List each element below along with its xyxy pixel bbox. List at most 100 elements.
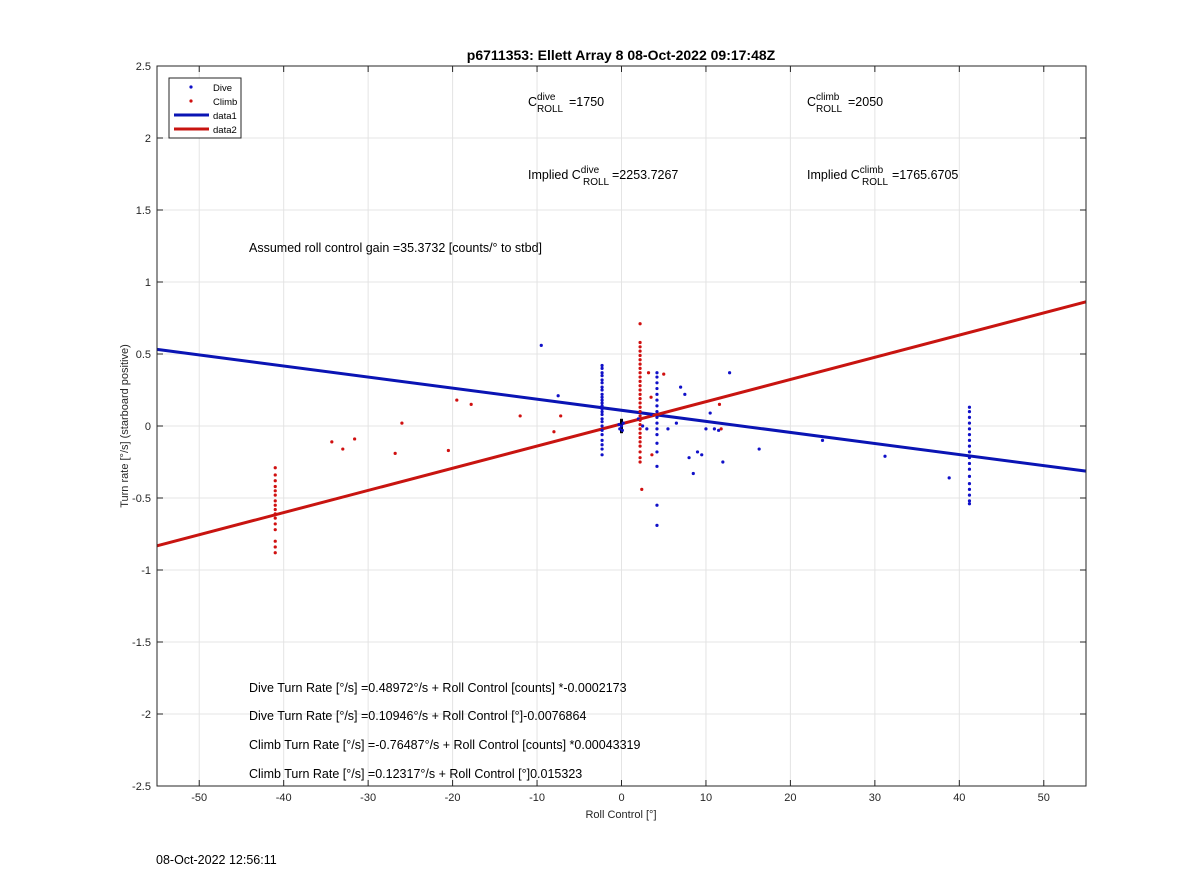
dive-point: [655, 375, 659, 379]
climb-point: [638, 362, 642, 366]
c-dive-value: =1750: [569, 95, 604, 109]
x-tick-label: 10: [700, 792, 712, 804]
fit-dive-degrees: Dive Turn Rate [°/s] =0.10946°/s + Roll …: [249, 709, 586, 723]
dive-point: [600, 433, 604, 437]
climb-point: [638, 384, 642, 388]
dive-point: [600, 363, 604, 368]
c-dive-sup: dive: [537, 92, 556, 103]
y-axis-label: Turn rate [°/s] (starboard positive): [119, 344, 131, 508]
climb-point: [717, 402, 722, 406]
x-tick-label: -40: [276, 792, 292, 804]
x-tick-label: -10: [529, 792, 545, 804]
dive-point: [967, 487, 972, 491]
climb-point: [649, 395, 653, 399]
climb-point: [638, 418, 642, 422]
climb-point: [330, 440, 334, 444]
dive-point: [712, 427, 717, 431]
climb-point: [273, 489, 277, 493]
implied-dive-sub: ROLL: [583, 177, 610, 188]
dive-point: [967, 461, 972, 466]
climb-point: [638, 401, 642, 405]
annotations: Cdive ROLL=1750 Cclimb ROLL=2050 Implied C…: [249, 92, 958, 781]
dive-point: [600, 412, 604, 417]
dive-point: [600, 424, 604, 428]
climb-point: [638, 460, 642, 464]
c-climb-sup: climb: [816, 92, 840, 103]
dive-point: [820, 438, 825, 442]
dive-point: [655, 450, 659, 454]
climb-point: [719, 427, 723, 431]
dive-point: [967, 427, 972, 431]
climb-point: [469, 402, 473, 406]
fit-climb-degrees: Climb Turn Rate [°/s] =0.12317°/s + Roll…: [249, 767, 582, 781]
dive-point: [600, 366, 604, 370]
y-tick-label: 2.5: [136, 61, 151, 73]
implied-climb-annotation: Implied Cclimb ROLL=1765.6705: [807, 165, 958, 188]
legend-dive-marker: [189, 85, 193, 89]
implied-dive-value: =2253.7267: [612, 168, 678, 182]
y-tick-label: 0: [145, 421, 151, 433]
dive-point: [967, 482, 972, 486]
dive-point: [600, 420, 604, 424]
climb-point: [559, 414, 563, 418]
implied-dive-annotation: Implied Cdive ROLL=2253.7267: [528, 165, 678, 188]
y-tick-label: 1: [145, 277, 151, 289]
dive-point: [967, 438, 972, 442]
climb-point: [638, 353, 642, 358]
climb-point: [273, 545, 277, 549]
dive-point: [655, 392, 659, 396]
climb-point: [638, 435, 642, 440]
climb-point: [273, 551, 277, 555]
dive-point: [655, 503, 659, 507]
climb-point: [273, 479, 277, 483]
c-climb-sub: ROLL: [816, 104, 843, 115]
climb-point: [638, 379, 642, 383]
dive-point: [600, 443, 604, 447]
c-climb-annotation: Cclimb ROLL =2050: [807, 92, 883, 115]
dive-point: [655, 433, 659, 437]
climb-point: [455, 398, 459, 402]
fit-climb-counts: Climb Turn Rate [°/s] =-0.76487°/s + Rol…: [249, 738, 641, 752]
dive-point: [700, 453, 704, 457]
dive-point: [757, 447, 761, 451]
dive-point: [649, 412, 653, 417]
climb-point: [638, 444, 642, 448]
x-axis-label: Roll Control [°]: [585, 809, 656, 821]
dive-point: [967, 410, 972, 414]
dive-point: [728, 371, 732, 375]
dive-point: [666, 427, 670, 431]
climb-point: [518, 414, 522, 418]
dive-point: [600, 392, 604, 396]
dive-point: [600, 385, 604, 389]
dive-point: [600, 378, 604, 382]
climb-point: [638, 345, 642, 349]
climb-point: [353, 437, 357, 441]
climb-point: [273, 516, 277, 520]
gain-annotation: Assumed roll control gain =35.3732 [coun…: [249, 241, 542, 255]
climb-point: [650, 453, 654, 457]
implied-dive-prefix: Implied C: [528, 168, 581, 182]
y-tick-label: -1: [141, 565, 151, 577]
dive-point: [695, 450, 700, 454]
dive-point: [967, 493, 972, 497]
dive-point: [967, 474, 972, 478]
dive-point: [655, 464, 659, 468]
fit-dive-counts: Dive Turn Rate [°/s] =0.48972°/s + Roll …: [249, 681, 627, 695]
dive-point: [721, 460, 725, 464]
dive-point: [620, 428, 624, 432]
legend-dive-label: Dive: [213, 83, 232, 94]
climb-point: [638, 405, 642, 409]
dive-point: [967, 405, 972, 409]
climb-point: [273, 539, 277, 543]
dive-point: [967, 433, 972, 437]
climb-point: [273, 473, 277, 477]
climb-point: [640, 487, 644, 491]
climb-point: [638, 322, 642, 326]
legend-data1-label: data1: [213, 111, 237, 122]
dive-point: [556, 394, 560, 398]
dive-point: [674, 421, 678, 425]
dive-point: [600, 428, 604, 432]
x-tick-label: 0: [618, 792, 624, 804]
legend-climb-marker: [189, 99, 193, 103]
